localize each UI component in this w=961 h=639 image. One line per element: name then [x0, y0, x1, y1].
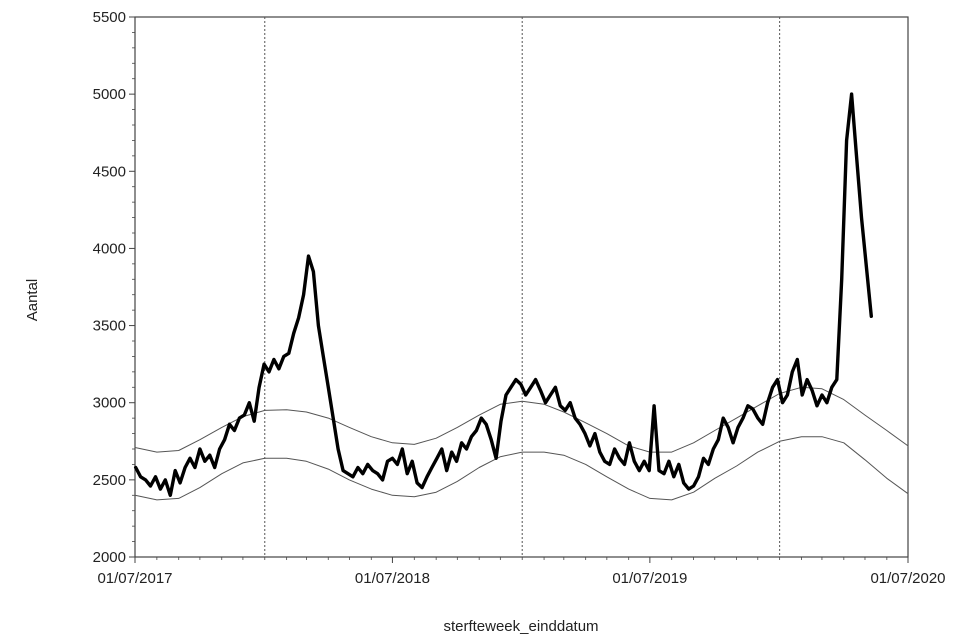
y-tick-label-4000: 4000 — [93, 240, 126, 257]
y-tick-label-5500: 5500 — [93, 9, 126, 26]
x-tick-label-4: 01/07/2020 — [870, 570, 945, 587]
y-tick-label-4500: 4500 — [93, 163, 126, 180]
y-axis-label: Aantal — [24, 279, 41, 322]
x-axis-label: sterfteweek_einddatum — [443, 618, 598, 635]
plot-frame — [134, 16, 909, 558]
y-tick-label-2500: 2500 — [93, 472, 126, 489]
y-tick-label-3500: 3500 — [93, 318, 126, 335]
y-tick-label-3000: 3000 — [93, 395, 126, 412]
y-tick-label-2000: 2000 — [93, 549, 126, 566]
series-line-thin-gray-upper-band — [134, 386, 909, 453]
series-line-thin-gray-lower-band — [134, 436, 909, 501]
x-tick-label-3: 01/07/2019 — [612, 570, 687, 587]
series-line-thick-black — [133, 92, 873, 497]
y-tick-label-5000: 5000 — [93, 86, 126, 103]
x-tick-label-2: 01/07/2018 — [355, 570, 430, 587]
x-tick-label-1: 01/07/2017 — [97, 570, 172, 587]
plot-area: 2000 2500 3000 3500 4000 4500 5000 5500 01/07/20… — [93, 9, 946, 587]
